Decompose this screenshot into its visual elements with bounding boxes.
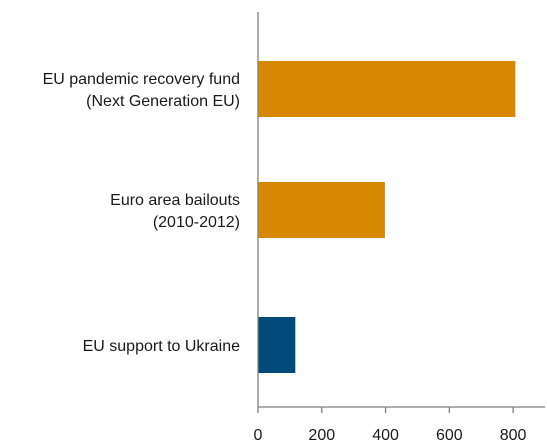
x-tick-label-800: 800 xyxy=(500,427,527,443)
x-tick-label-0: 0 xyxy=(254,427,263,443)
bar-2 xyxy=(258,182,385,238)
x-axis-ticks: 0 200 400 600 800 xyxy=(254,407,527,443)
category-label-1-line-1: EU pandemic recovery fund xyxy=(43,71,240,88)
x-tick-label-600: 600 xyxy=(436,427,463,443)
bar-3 xyxy=(258,317,296,373)
x-tick-label-200: 200 xyxy=(308,427,335,443)
x-tick-label-400: 400 xyxy=(372,427,399,443)
category-labels: EU pandemic recovery fund (Next Generatio… xyxy=(43,71,241,355)
category-label-2-line-2: (2010-2012) xyxy=(153,214,240,231)
category-label-1-line-2: (Next Generation EU) xyxy=(86,93,240,110)
bar-1 xyxy=(258,61,516,117)
category-label-2-line-1: Euro area bailouts xyxy=(110,192,240,209)
category-label-3-line-1: EU support to Ukraine xyxy=(83,338,241,355)
bars-layer xyxy=(258,61,516,373)
